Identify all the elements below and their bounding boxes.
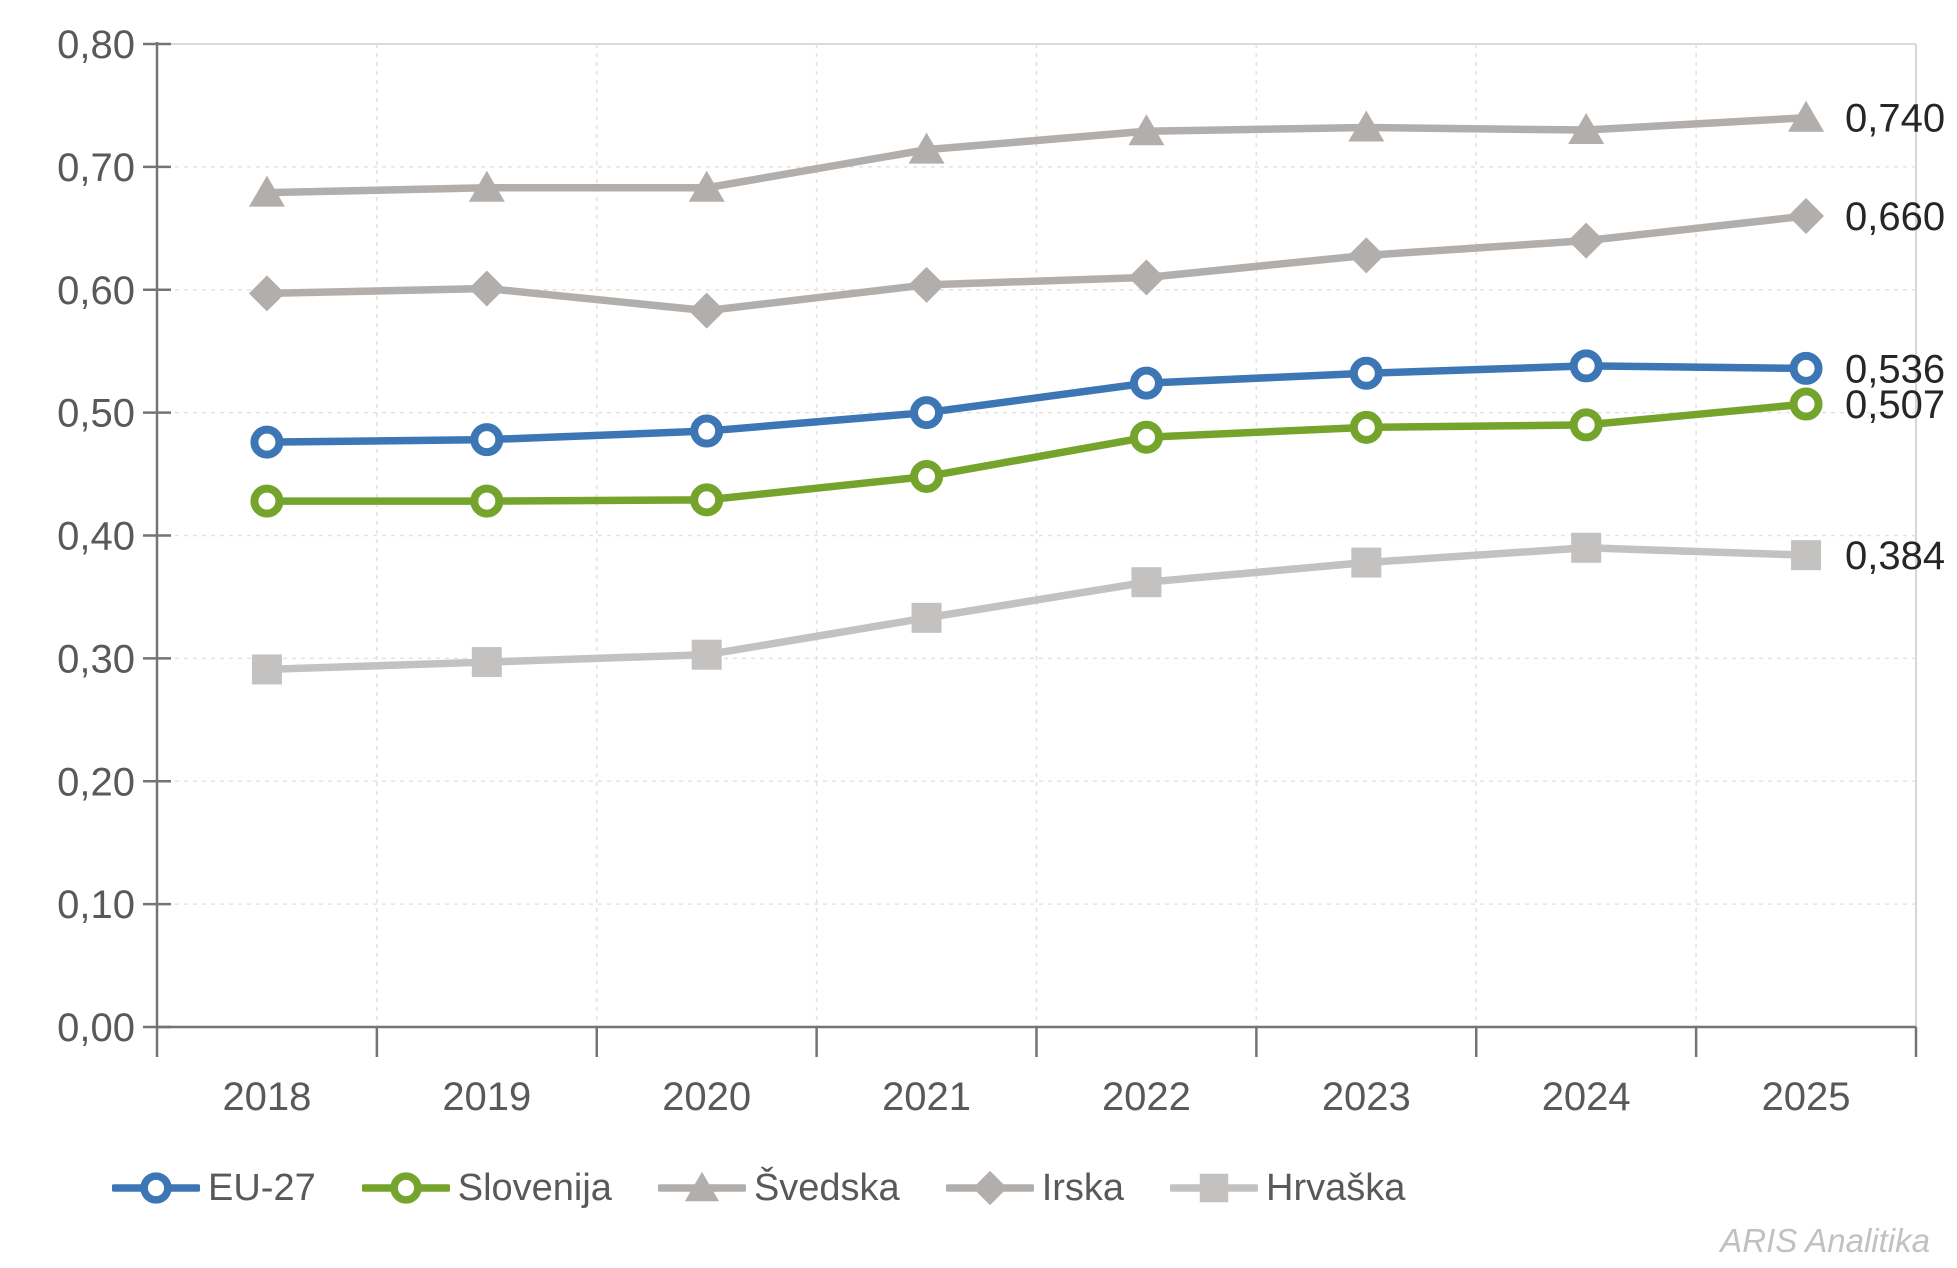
data-point-marker: [910, 460, 944, 494]
data-point-marker: [1348, 110, 1385, 142]
data-point-marker: [1351, 547, 1382, 578]
series-line-eu-27: [263, 362, 1810, 446]
legend-label-eu-27: EU-27: [208, 1166, 316, 1209]
x-tick-label: 2023: [1322, 1075, 1411, 1119]
y-tick-label: 0,60: [57, 269, 135, 313]
data-point-marker: [910, 396, 944, 430]
series-svedska: [248, 100, 1825, 207]
legend-marker-square-icon: [1170, 1173, 1259, 1203]
data-point-marker: [1129, 366, 1163, 400]
y-tick-label: 0,30: [57, 637, 135, 681]
data-point-marker: [688, 170, 725, 202]
data-point-marker: [468, 170, 505, 202]
legend-item-hrvaska: Hrvaška: [1170, 1166, 1405, 1210]
watermark-text: ARIS Analitika: [1720, 1222, 1930, 1259]
legend-marker-circle-open-icon: [112, 1172, 200, 1204]
data-point-marker: [1131, 567, 1162, 598]
x-tick-label: 2019: [442, 1075, 531, 1119]
x-tick-label: 2018: [222, 1075, 311, 1119]
data-point-marker: [1789, 387, 1823, 421]
series-line-hrvaska: [263, 544, 1810, 674]
data-point-marker: [1348, 237, 1385, 274]
data-point-marker: [1128, 259, 1165, 296]
data-point-marker: [250, 484, 284, 518]
gridlines: [157, 43, 1917, 1027]
legend-marker-circle-open-icon: [361, 1172, 450, 1204]
x-tick-label: 2022: [1102, 1075, 1191, 1119]
data-point-marker: [248, 275, 285, 312]
data-point-marker: [1789, 351, 1823, 385]
data-point-marker: [468, 270, 505, 307]
series-line-slovenija: [263, 400, 1810, 505]
x-tick-label: 2021: [882, 1075, 971, 1119]
end-value-label-irska: 0,660: [1845, 195, 1945, 239]
series-line-svedska: [263, 113, 1810, 197]
end-value-label-hrvaska: 0,384: [1845, 534, 1945, 578]
legend-item-eu-27: EU-27: [112, 1166, 316, 1210]
end-value-label-slovenija: 0,507: [1845, 383, 1945, 427]
legend-label-svedska: Švedska: [753, 1166, 900, 1209]
data-point-marker: [911, 602, 942, 633]
legend-item-slovenija: Slovenija: [361, 1166, 612, 1210]
y-tick-label: 0,10: [57, 883, 135, 927]
y-tick-label: 0,20: [57, 760, 135, 804]
legend-label-hrvaska: Hrvaška: [1266, 1166, 1406, 1209]
x-tick-label: 2020: [662, 1075, 751, 1119]
chart-legend: EU-27 Slovenija Švedska Irska Hrvaška: [112, 1166, 1405, 1210]
y-tick-label: 0,00: [57, 1006, 135, 1050]
data-point-marker: [1568, 222, 1605, 259]
x-tick-label: 2024: [1542, 1075, 1631, 1119]
legend-label-slovenija: Slovenija: [457, 1166, 612, 1209]
data-point-marker: [908, 132, 945, 164]
data-point-marker: [1788, 100, 1825, 132]
data-point-marker: [684, 1171, 720, 1202]
axes: 0,00 0,10 0,20 0,30 0,40 0,50 0,60 0,70 0,80 2018…: [57, 23, 1918, 1119]
series-hrvaska: [251, 532, 1822, 685]
y-tick-label: 0,40: [57, 515, 135, 559]
series-line-irska: [263, 212, 1810, 315]
data-point-marker: [470, 484, 504, 518]
y-tick-label: 0,50: [57, 392, 135, 436]
data-point-marker: [688, 292, 725, 329]
data-point-marker: [1569, 349, 1603, 383]
legend-marker-triangle-icon: [657, 1171, 746, 1202]
data-point-marker: [1349, 356, 1383, 390]
data-point-marker: [908, 266, 945, 303]
legend-marker-diamond-icon: [945, 1170, 1034, 1206]
end-value-label-svedska: 0,740: [1845, 97, 1945, 141]
data-point-marker: [1788, 198, 1825, 235]
data-point-marker: [1129, 420, 1163, 454]
data-point-marker: [390, 1172, 422, 1204]
data-point-marker: [250, 425, 284, 459]
data-point-marker: [690, 414, 724, 448]
data-point-marker: [1199, 1173, 1229, 1203]
data-point-marker: [1569, 408, 1603, 442]
legend-label-irska: Irska: [1041, 1166, 1125, 1209]
series-eu-27: [250, 349, 1823, 459]
series-irska: [248, 198, 1825, 329]
data-point-marker: [140, 1172, 172, 1204]
end-value-label-eu-27: 0,536: [1845, 347, 1945, 391]
data-point-marker: [471, 647, 502, 678]
y-tick-label: 0,80: [57, 23, 135, 67]
data-point-marker: [1128, 114, 1165, 146]
data-point-marker: [1349, 410, 1383, 444]
data-point-marker: [1568, 113, 1605, 145]
x-tick-label: 2025: [1762, 1075, 1851, 1119]
data-point-marker: [251, 654, 282, 685]
data-point-marker: [691, 639, 722, 670]
legend-item-irska: Irska: [945, 1166, 1125, 1210]
series-slovenija: [250, 387, 1823, 518]
legend-item-svedska: Švedska: [657, 1166, 900, 1210]
data-point-marker: [1791, 540, 1822, 571]
data-point-marker: [248, 175, 285, 207]
data-point-marker: [690, 483, 724, 517]
y-tick-label: 0,70: [57, 146, 135, 190]
data-point-marker: [1571, 532, 1602, 563]
data-point-marker: [972, 1170, 1007, 1206]
data-point-marker: [470, 423, 504, 457]
